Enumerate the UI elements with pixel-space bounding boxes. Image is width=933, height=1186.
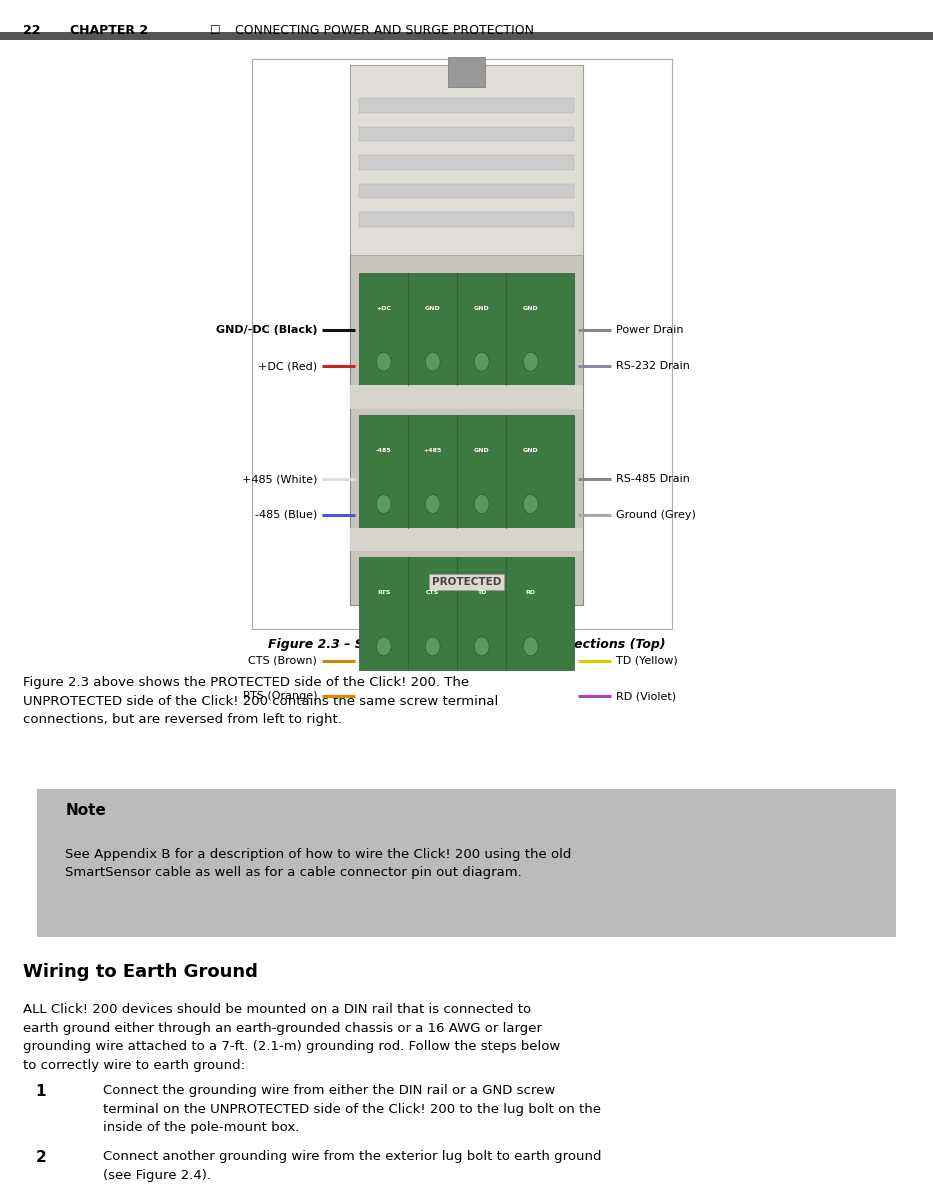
Text: RS-232 Drain: RS-232 Drain bbox=[616, 362, 689, 371]
Text: Figure 2.3 above shows the PROTECTED side of the Click! 200. The
UNPROTECTED sid: Figure 2.3 above shows the PROTECTED sid… bbox=[23, 676, 498, 726]
Text: +485: +485 bbox=[424, 448, 442, 453]
Text: GND: GND bbox=[522, 448, 538, 453]
Text: Ground (Grey): Ground (Grey) bbox=[616, 510, 696, 519]
Text: Wiring to Earth Ground: Wiring to Earth Ground bbox=[23, 963, 258, 981]
Text: CONNECTING POWER AND SURGE PROTECTION: CONNECTING POWER AND SURGE PROTECTION bbox=[235, 24, 534, 37]
Bar bbox=[350, 385, 583, 409]
Bar bbox=[448, 57, 485, 87]
Text: TD (Yellow): TD (Yellow) bbox=[616, 656, 677, 665]
Bar bbox=[359, 415, 574, 528]
Text: +DC (Red): +DC (Red) bbox=[258, 362, 317, 371]
Text: Figure 2.3 – Surge Protected Terminal Connections (Top): Figure 2.3 – Surge Protected Terminal Co… bbox=[268, 638, 665, 651]
Text: 2: 2 bbox=[35, 1150, 47, 1166]
Text: -485: -485 bbox=[376, 448, 392, 453]
Text: Note: Note bbox=[65, 803, 106, 818]
Text: TD: TD bbox=[477, 591, 486, 595]
Text: See Appendix B for a description of how to wire the Click! 200 using the old
Sma: See Appendix B for a description of how … bbox=[65, 848, 572, 880]
Bar bbox=[359, 557, 574, 670]
Circle shape bbox=[474, 352, 489, 371]
Text: +485 (White): +485 (White) bbox=[242, 474, 317, 484]
Text: ALL Click! 200 devices should be mounted on a DIN rail that is connected to
eart: ALL Click! 200 devices should be mounted… bbox=[23, 1003, 561, 1072]
Bar bbox=[350, 65, 583, 255]
Bar bbox=[359, 127, 574, 141]
Text: GND: GND bbox=[474, 448, 490, 453]
Circle shape bbox=[474, 637, 489, 656]
Text: GND/-DC (Black): GND/-DC (Black) bbox=[216, 325, 317, 334]
Text: GND: GND bbox=[474, 306, 490, 311]
Text: RTS: RTS bbox=[377, 591, 390, 595]
Text: GND: GND bbox=[425, 306, 440, 311]
Bar bbox=[252, 59, 672, 629]
Circle shape bbox=[425, 352, 440, 371]
Text: RTS (Orange): RTS (Orange) bbox=[243, 691, 317, 701]
Circle shape bbox=[425, 637, 440, 656]
Circle shape bbox=[376, 637, 391, 656]
Bar bbox=[359, 184, 574, 198]
Bar bbox=[359, 273, 574, 385]
Circle shape bbox=[523, 637, 538, 656]
Bar bbox=[0, 32, 933, 40]
Bar bbox=[359, 155, 574, 170]
Circle shape bbox=[523, 352, 538, 371]
Bar bbox=[350, 65, 583, 605]
Circle shape bbox=[425, 495, 440, 514]
Bar bbox=[350, 528, 583, 551]
Circle shape bbox=[376, 495, 391, 514]
Text: -485 (Blue): -485 (Blue) bbox=[255, 510, 317, 519]
Text: □: □ bbox=[210, 24, 220, 33]
Circle shape bbox=[474, 495, 489, 514]
Text: Power Drain: Power Drain bbox=[616, 325, 683, 334]
Text: GND: GND bbox=[522, 306, 538, 311]
Bar bbox=[359, 212, 574, 227]
Bar bbox=[37, 789, 896, 937]
Text: Connect the grounding wire from either the DIN rail or a GND screw
terminal on t: Connect the grounding wire from either t… bbox=[103, 1084, 601, 1134]
Text: CTS: CTS bbox=[426, 591, 439, 595]
Bar bbox=[359, 98, 574, 113]
Text: CHAPTER 2: CHAPTER 2 bbox=[70, 24, 148, 37]
Text: RS-485 Drain: RS-485 Drain bbox=[616, 474, 689, 484]
Text: RD: RD bbox=[525, 591, 536, 595]
Circle shape bbox=[523, 495, 538, 514]
Text: 1: 1 bbox=[35, 1084, 46, 1099]
Text: Connect another grounding wire from the exterior lug bolt to earth ground
(see F: Connect another grounding wire from the … bbox=[103, 1150, 601, 1182]
Text: +DC: +DC bbox=[376, 306, 391, 311]
Text: 22: 22 bbox=[23, 24, 41, 37]
Text: PROTECTED: PROTECTED bbox=[432, 578, 501, 587]
Text: RD (Violet): RD (Violet) bbox=[616, 691, 675, 701]
Text: CTS (Brown): CTS (Brown) bbox=[248, 656, 317, 665]
Circle shape bbox=[376, 352, 391, 371]
